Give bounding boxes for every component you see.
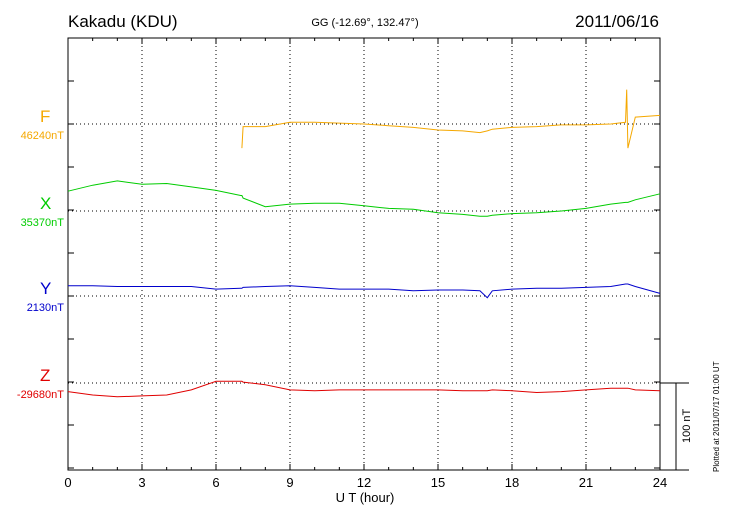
- series-baseline-y: 2130nT: [26, 302, 64, 314]
- x-tick-label: 21: [578, 475, 594, 490]
- x-tick-label: 12: [356, 475, 372, 490]
- station-title: Kakadu (KDU): [68, 12, 178, 31]
- series-line-z: [67, 380, 661, 398]
- x-tick-label: 6: [212, 475, 220, 490]
- x-tick-label: 3: [138, 475, 146, 490]
- series-name-x: X: [40, 194, 52, 213]
- plotted-timestamp: Plotted at 2011/07/17 01:00 UT: [712, 361, 721, 472]
- tick-marks: [67, 38, 661, 470]
- series-name-y: Y: [40, 279, 52, 298]
- x-tick-label: 18: [504, 475, 520, 490]
- series-line-f: [241, 89, 661, 149]
- x-tick-label: 15: [430, 475, 446, 490]
- x-axis-label: U T (hour): [335, 490, 395, 505]
- series-line-y: [68, 283, 661, 299]
- series-line-x: [67, 180, 661, 217]
- series-baseline-x: 35370nT: [20, 217, 64, 229]
- series-lines: [67, 89, 661, 398]
- series-baseline-z: -29680nT: [16, 389, 64, 401]
- series-name-f: F: [40, 107, 51, 126]
- x-tick-label: 0: [64, 475, 72, 490]
- scale-bar: [660, 382, 689, 471]
- plot-date: 2011/06/16: [575, 12, 659, 31]
- series-name-z: Z: [40, 366, 51, 385]
- series-baseline-f: 46240nT: [20, 130, 64, 142]
- station-coordinates: GG (-12.69°, 132.47°): [311, 17, 419, 29]
- x-tick-label: 9: [286, 475, 294, 490]
- grid-lines: [68, 38, 660, 470]
- scale-bar-label: 100 nT: [681, 408, 693, 443]
- x-tick-label: 24: [652, 475, 668, 490]
